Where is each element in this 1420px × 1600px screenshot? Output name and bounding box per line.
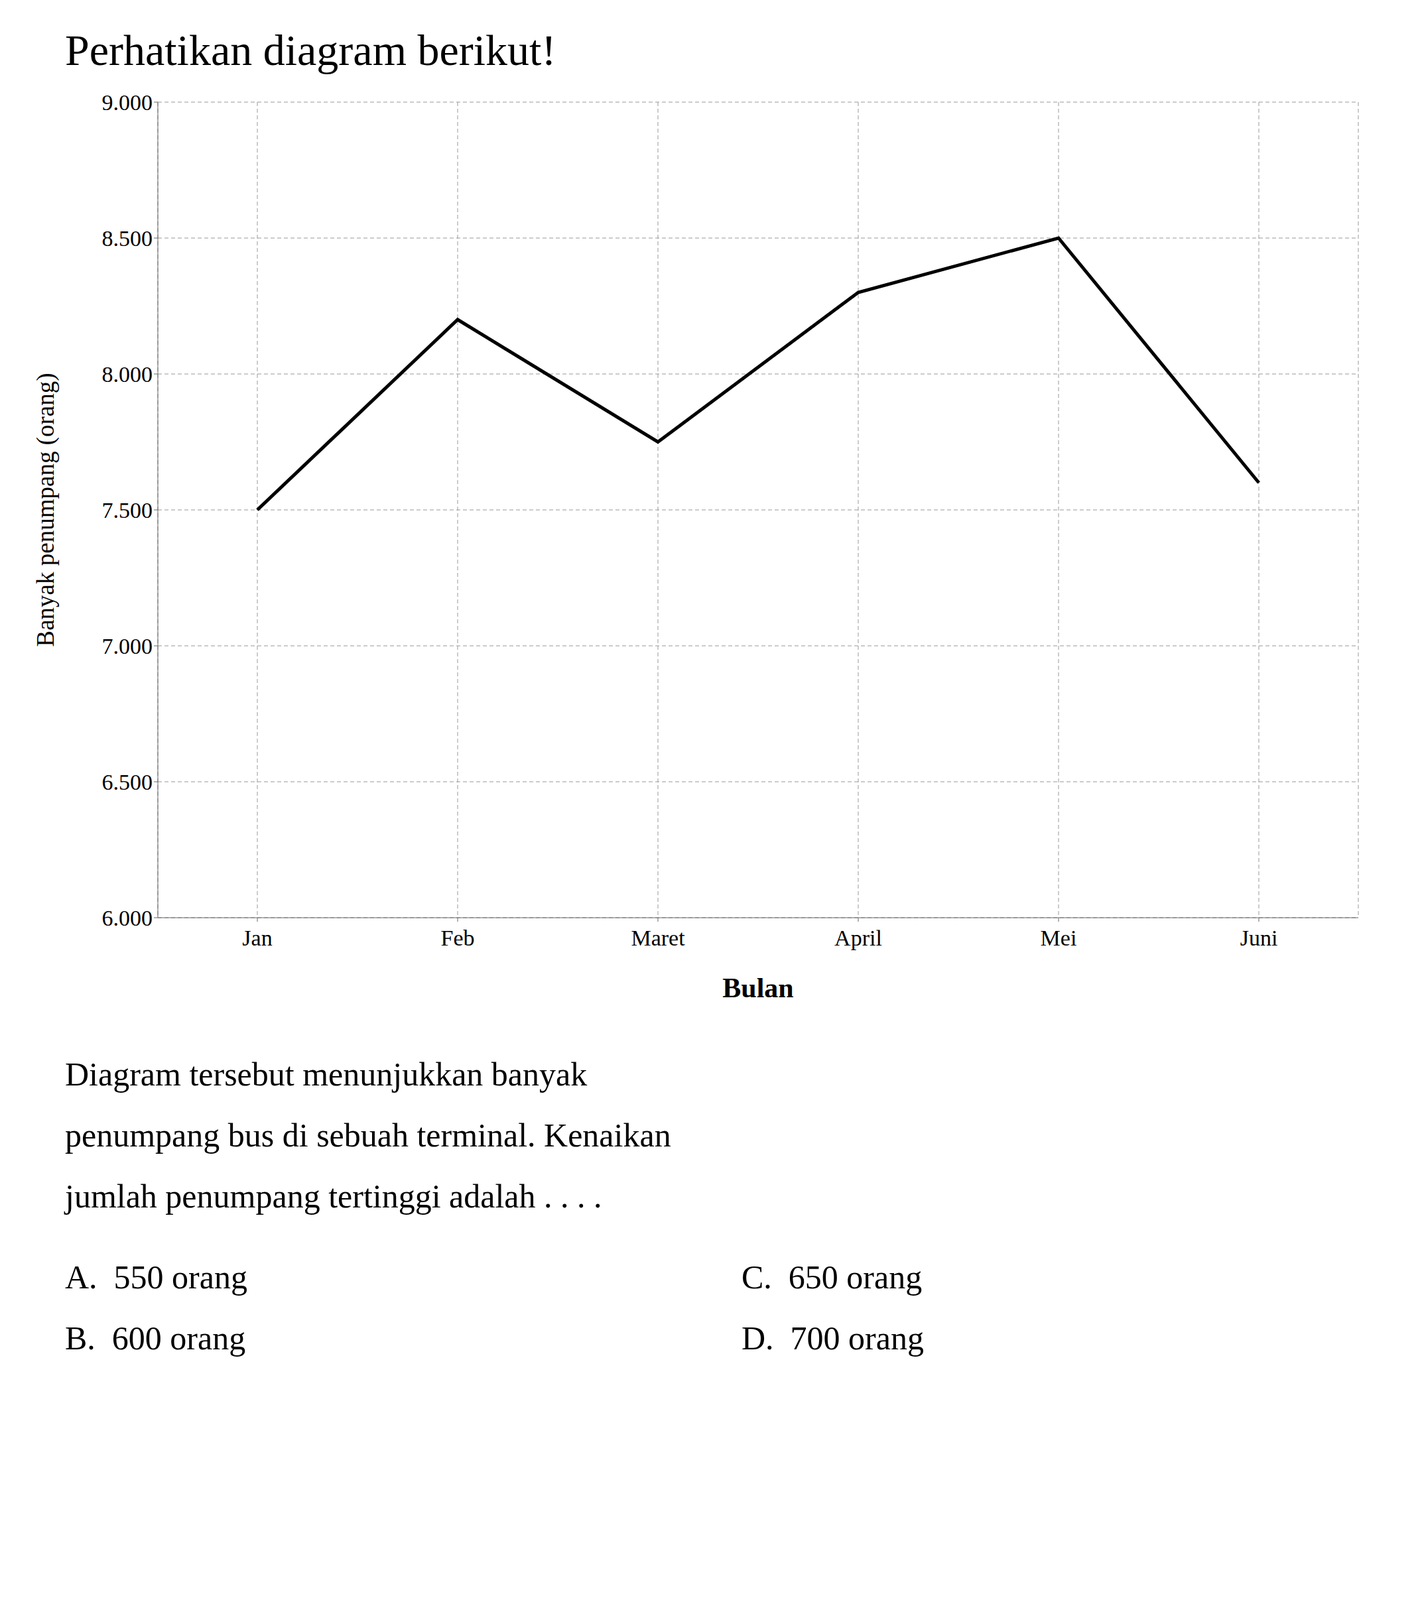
html-text:jumlah penumpang tertinggi ada: jumlah penumpang tertinggi adalah . . . … [64,1177,602,1216]
svg-text:9.000: 9.000 [102,90,154,115]
html-text:Perhatikan diagram berikut!: Perhatikan diagram berikut! [64,25,557,75]
html-text:D. 700 orang: D. 700 orang [741,1319,924,1357]
svg-text:6.000: 6.000 [102,905,154,931]
svg-text:Juni: Juni [1240,925,1279,951]
html-text:Diagram tersebut menunjukkan b: Diagram tersebut menunjukkan banyak [64,1055,588,1094]
svg-text:Maret: Maret [630,925,686,951]
svg-text:Banyak penumpang (orang): Banyak penumpang (orang) [31,372,60,647]
html-text:C. 650 orang: C. 650 orang [741,1258,923,1296]
svg-text:8.500: 8.500 [102,226,154,251]
svg-text:Jan: Jan [242,925,272,951]
html-text:B. 600 orang: B. 600 orang [64,1319,246,1357]
svg-text:April: April [834,925,883,951]
svg-text:Feb: Feb [441,925,475,951]
html-text:A. 550 orang: A. 550 orang [64,1258,248,1296]
svg-text:8.000: 8.000 [102,362,154,387]
svg-text:6.500: 6.500 [102,770,154,795]
svg-text:Bulan: Bulan [722,972,794,1004]
svg-text:7.000: 7.000 [102,634,154,659]
svg-text:Mei: Mei [1040,925,1078,951]
html-text:penumpang bus di sebuah termin: penumpang bus di sebuah terminal. Kenaik… [64,1116,672,1155]
svg-text:7.500: 7.500 [102,498,154,523]
